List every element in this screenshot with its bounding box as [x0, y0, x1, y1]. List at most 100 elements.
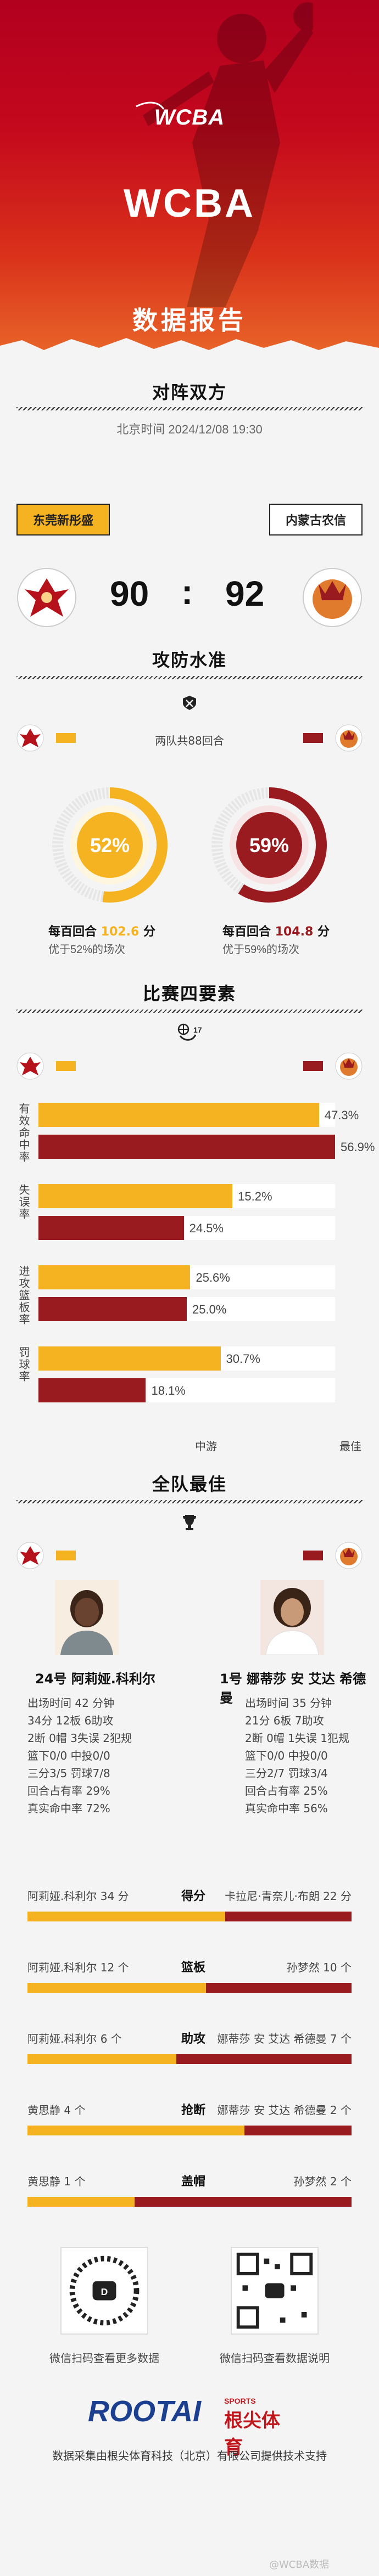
ff-pct-left: 15.2% — [238, 1190, 272, 1203]
team-left-name: 东莞新彤盛 — [16, 504, 110, 536]
compare-bar-left — [27, 2126, 245, 2135]
left-player-stat-line: 2断 0帽 3失误 2犯规 — [27, 1732, 132, 1745]
ff-axis-mid: 中游 — [195, 1440, 217, 1453]
ff-row-label: 有效命中率 — [17, 1103, 30, 1163]
compare-category: 篮板 — [181, 1961, 206, 1975]
basketball-hand-icon: 17 — [177, 1023, 202, 1041]
ff-pct-right: 56.9% — [341, 1140, 375, 1154]
qr-left-caption: 微信扫码查看更多数据 — [49, 2352, 159, 2365]
player-silhouette — [143, 2, 313, 307]
ff-row-label: 罚球率 — [17, 1346, 30, 1383]
compare-left-text: 阿莉娅.科利尔 34 分 — [27, 1890, 129, 1903]
ff-left-chip — [56, 1061, 76, 1071]
torn-edge — [0, 338, 379, 362]
four-factors-title: 比赛四要素 — [142, 983, 236, 1004]
offdef-title: 攻防水准 — [152, 650, 227, 670]
four-factors-chart: 有效命中率 47.3% 56.9% 失误率 15.2% 24.5% 进攻篮板率 25.6% 25… — [0, 1103, 379, 1454]
compare-category: 盖帽 — [181, 2175, 206, 2189]
left-player-stat-line: 回合占有率 29% — [27, 1784, 110, 1797]
brand-name: ROOTAI — [88, 2395, 201, 2428]
compare-bar-left — [27, 2054, 177, 2064]
left-player-stat-line: 真实命中率 72% — [27, 1802, 110, 1815]
team-right-emblem-small-icon — [335, 724, 363, 752]
right-ppp-unit: 分 — [317, 925, 330, 939]
compare-left-text: 黄思静 1 个 — [27, 2175, 86, 2188]
left-player-stat-line: 34分 12板 6助攻 — [27, 1714, 114, 1727]
ff-pct-right: 24.5% — [189, 1221, 224, 1235]
ff-bar-right — [38, 1297, 187, 1321]
left-ppp: 每百回合 102.6 分 — [48, 922, 186, 939]
right-player-stat-line: 2断 0帽 1失误 1犯规 — [245, 1732, 349, 1745]
compare-bar-right — [244, 2126, 352, 2135]
hero-title: WCBA — [124, 182, 255, 226]
ff-bar-left — [38, 1103, 319, 1127]
best-title: 全队最佳 — [152, 1474, 227, 1495]
left-player-avatar — [55, 1580, 119, 1655]
right-ppp-value: 104.8 — [275, 925, 314, 939]
ff-row-label: 进攻篮板率 — [17, 1265, 30, 1326]
svg-text:D: D — [101, 2286, 108, 2297]
compare-bar-left — [27, 1912, 225, 1921]
matchup-title: 对阵双方 — [152, 382, 227, 403]
compare-right-text: 孙梦然 2 个 — [293, 2175, 352, 2188]
credit-text: 数据采集由根尖体育科技（北京）有限公司提供技术支持 — [52, 2449, 327, 2462]
best-compare-list: 阿莉娅.科利尔 34 分 得分 卡拉尼·青奈儿·布朗 22 分阿莉娅.科利尔 12 … — [0, 1887, 379, 2337]
compare-bar-right — [225, 1912, 352, 1921]
trophy-icon — [183, 1515, 196, 1530]
ff-bar-left — [38, 1265, 191, 1289]
left-ppp-label: 每百回合 — [48, 925, 97, 939]
ff-bar-right — [38, 1216, 184, 1240]
left-player-stat-line: 出场时间 42 分钟 — [27, 1696, 115, 1710]
compare-left-text: 黄思静 4 个 — [27, 2104, 86, 2117]
right-player-stat-line: 21分 6板 7助攻 — [245, 1714, 324, 1727]
right-player-stat-line: 真实命中率 56% — [245, 1802, 328, 1815]
svg-text:17: 17 — [193, 1025, 202, 1034]
ff-pct-right: 25.0% — [192, 1303, 227, 1316]
hero-banner: WCBA WCBA 数据报告 — [0, 0, 379, 362]
qr-code-left-icon: D — [60, 2247, 148, 2335]
right-player-stat-line: 三分2/7 罚球3/4 — [245, 1767, 328, 1780]
hero-subtitle: 数据报告 — [132, 306, 247, 335]
compare-category: 抢断 — [181, 2104, 206, 2117]
compare-bar-left — [27, 1983, 206, 1993]
matchup-divider — [16, 407, 363, 410]
qr-right-caption: 微信扫码查看数据说明 — [220, 2352, 330, 2365]
compare-category: 助攻 — [181, 2032, 206, 2046]
compare-right-text: 孙梦然 10 个 — [286, 1961, 352, 1974]
right-player-stats: 出场时间 35 分钟 21分 6板 7助攻 2断 0帽 1失误 1犯规 篮下0/0 中… — [245, 1694, 377, 1817]
right-ppp-label: 每百回合 — [222, 925, 271, 939]
offdef-divider — [16, 676, 363, 679]
score-right: 92 — [225, 574, 265, 613]
team-right-name: 内蒙古农信 — [269, 504, 363, 536]
right-player-stat-line: 回合占有率 25% — [245, 1784, 328, 1797]
left-better: 优于52%的场次 — [48, 944, 126, 956]
match-datetime: 北京时间 2024/12/08 19:30 — [116, 422, 263, 436]
four-factors-divider — [16, 1010, 363, 1013]
left-player-stat-line: 篮下0/0 中投0/0 — [27, 1749, 110, 1762]
right-player-stat-line: 出场时间 35 分钟 — [245, 1696, 332, 1710]
left-ring-chart: 52% — [52, 787, 168, 903]
team-left-emblem-small-icon — [16, 724, 44, 752]
team-right-chip — [303, 733, 323, 743]
right-better: 优于59%的场次 — [222, 944, 300, 956]
compare-left-text: 阿莉娅.科利尔 6 个 — [27, 2032, 122, 2045]
compare-category: 得分 — [181, 1890, 206, 1903]
ff-pct-right: 18.1% — [151, 1384, 186, 1397]
compare-bar-left — [27, 2197, 135, 2207]
compare-bar-right — [176, 2054, 352, 2064]
ff-pct-left: 30.7% — [226, 1352, 260, 1366]
watermark: @WCBA数据 — [269, 2559, 330, 2571]
team-left-chip — [56, 733, 76, 743]
left-player-stat-line: 三分3/5 罚球7/8 — [27, 1767, 110, 1780]
team-right-emblem-icon — [303, 568, 362, 627]
left-player-stats: 出场时间 42 分钟 34分 12板 6助攻 2断 0帽 3失误 2犯规 篮下0/0 … — [27, 1694, 170, 1817]
left-ppp-unit: 分 — [143, 925, 155, 939]
ff-row-label: 失误率 — [17, 1184, 30, 1220]
brand-cn: 根尖体育 — [224, 2410, 280, 2459]
ff-bar-right — [38, 1378, 146, 1402]
ff-pct-left: 25.6% — [196, 1271, 230, 1284]
ff-pct-left: 47.3% — [324, 1108, 359, 1122]
right-player-name: 1号 娜蒂莎 安 艾达 希德曼 — [220, 1671, 366, 1706]
right-player-stat-line: 篮下0/0 中投0/0 — [245, 1749, 328, 1762]
ff-left-emblem-icon — [16, 1052, 44, 1080]
